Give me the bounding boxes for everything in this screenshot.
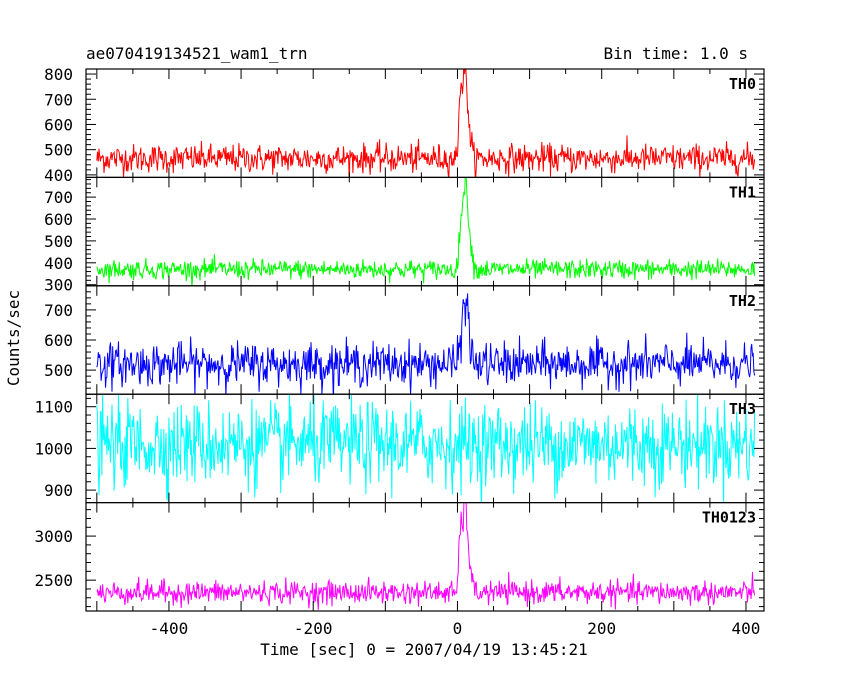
y-tick-label-th2: 700	[44, 301, 73, 320]
bin-time-label: Bin time: 1.0 s	[604, 44, 749, 63]
panel-label-th2: TH2	[729, 292, 756, 310]
chart-title: ae070419134521_wam1_trn	[86, 44, 308, 63]
y-tick-label-th1: 300	[44, 276, 73, 295]
panel-frame-th0123	[85, 502, 765, 612]
y-tick-label-th0: 700	[44, 90, 73, 109]
y-tick-label-th0: 800	[44, 65, 73, 84]
y-tick-label-th0123: 2500	[34, 571, 73, 590]
x-tick-label: 200	[587, 619, 616, 638]
y-axis-label: Counts/sec	[4, 290, 23, 386]
panel-label-th0: TH0	[729, 75, 756, 93]
panel-label-th1: TH1	[729, 183, 756, 201]
x-tick-label: 0	[453, 619, 463, 638]
y-tick-label-th1: 400	[44, 254, 73, 273]
y-tick-label-th0: 400	[44, 166, 73, 185]
y-tick-label-th2: 600	[44, 331, 73, 350]
series-line-th2	[96, 293, 756, 395]
x-tick-label: -200	[294, 619, 333, 638]
y-tick-label-th3: 900	[44, 481, 73, 500]
panel-label-th0123: TH0123	[702, 509, 756, 527]
y-tick-label-th1: 700	[44, 188, 73, 207]
y-tick-label-th3: 1000	[34, 439, 73, 458]
x-axis-label: Time [sec] 0 = 2007/04/19 13:45:21	[260, 640, 588, 659]
y-tick-label-th0: 500	[44, 141, 73, 160]
y-tick-label-th1: 500	[44, 232, 73, 251]
panel-label-th3: TH3	[729, 400, 756, 418]
panels-group: 400 500 600 700 800 TH0 300 400 500 600 700 TH1 500 6…	[34, 65, 765, 638]
series-line-th3	[96, 394, 756, 503]
y-tick-label-th1: 600	[44, 210, 73, 229]
x-tick-label: -400	[150, 619, 189, 638]
series-line-th1	[96, 177, 756, 286]
y-tick-label-th3: 1100	[34, 398, 73, 417]
series-line-th0123	[96, 502, 756, 610]
y-tick-label-th0: 600	[44, 115, 73, 134]
panel-frame-th0	[85, 68, 765, 179]
series-line-th0	[96, 69, 756, 178]
x-tick-label: 400	[732, 619, 761, 638]
y-tick-label-th2: 500	[44, 361, 73, 380]
y-tick-label-th0123: 3000	[34, 527, 73, 546]
panel-frame-th2	[85, 285, 765, 395]
